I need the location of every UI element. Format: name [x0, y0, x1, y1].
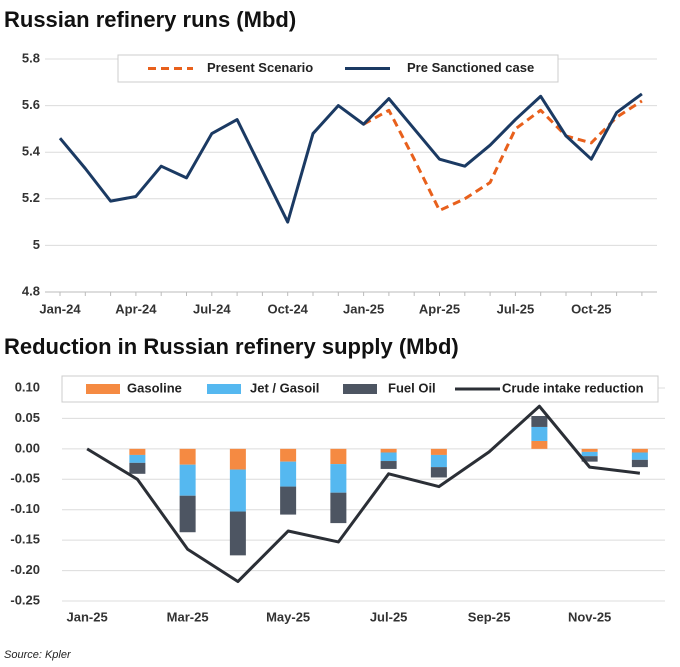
legend-label: Crude intake reduction — [502, 380, 644, 395]
x-tick-label: Sep-25 — [468, 609, 511, 624]
bar — [581, 448, 598, 452]
y-tick-label: 5.6 — [22, 97, 40, 112]
bar — [280, 461, 297, 487]
bar — [380, 448, 397, 453]
bar — [330, 492, 347, 524]
bar — [129, 448, 146, 455]
x-tick-label: Jul-25 — [497, 301, 535, 316]
bar — [531, 426, 548, 441]
bar — [531, 415, 548, 427]
source: Source: Kpler — [4, 649, 72, 661]
bar — [430, 467, 447, 478]
bar — [581, 456, 598, 462]
bar — [330, 464, 347, 493]
y-tick-label: -0.10 — [10, 501, 40, 516]
bar — [179, 448, 196, 465]
legend-label: Present Scenario — [207, 60, 313, 75]
bar — [280, 448, 297, 462]
y-tick-label: 0.10 — [15, 379, 40, 394]
bar — [280, 486, 297, 515]
bar — [330, 448, 347, 465]
bar — [581, 451, 598, 457]
x-tick-label: Oct-24 — [267, 301, 308, 316]
x-tick-label: Jul-25 — [370, 609, 408, 624]
bar — [430, 454, 447, 468]
chart-title: Russian refinery runs (Mbd) — [4, 7, 296, 32]
y-tick-label: 5.4 — [22, 144, 41, 159]
x-tick-label: Oct-25 — [571, 301, 611, 316]
x-tick-label: Jul-24 — [193, 301, 231, 316]
y-tick-label: -0.05 — [10, 471, 40, 486]
x-tick-label: Apr-25 — [419, 301, 460, 316]
line — [86, 404, 641, 584]
x-tick-label: Jan-25 — [343, 301, 384, 316]
line — [362, 99, 643, 212]
bar — [179, 495, 196, 533]
chart-title: Reduction in Russian refinery supply (Mb… — [4, 334, 459, 359]
legend-label: Fuel Oil — [388, 380, 436, 395]
bar — [631, 448, 648, 453]
x-tick-label: May-25 — [266, 609, 310, 624]
y-tick-label: 4.8 — [22, 283, 40, 298]
y-tick-label: 5.8 — [22, 50, 40, 65]
bar — [380, 452, 397, 462]
x-tick-label: Jan-25 — [67, 609, 108, 624]
bar — [129, 462, 146, 474]
line — [58, 92, 643, 224]
y-tick-label: 5 — [33, 237, 40, 252]
y-tick-label: -0.25 — [10, 592, 40, 607]
bar — [531, 440, 548, 449]
x-tick-label: Mar-25 — [167, 609, 209, 624]
y-tick-label: 0.00 — [15, 440, 40, 455]
x-tick-label: Apr-24 — [115, 301, 157, 316]
x-tick-label: Jan-24 — [39, 301, 81, 316]
bar — [631, 452, 648, 460]
legend-label: Jet / Gasoil — [250, 380, 319, 395]
legend-swatch — [343, 384, 377, 394]
y-tick-label: -0.15 — [10, 532, 40, 547]
bar — [229, 448, 246, 470]
legend-label: Gasoline — [127, 380, 182, 395]
y-tick-label: 0.05 — [15, 410, 40, 425]
bar — [229, 511, 246, 556]
y-tick-label: -0.20 — [10, 562, 40, 577]
bar — [179, 464, 196, 496]
x-tick-label: Nov-25 — [568, 609, 611, 624]
bar — [631, 459, 648, 468]
bar — [380, 461, 397, 469]
bar — [430, 448, 447, 455]
bar — [229, 469, 246, 512]
legend-swatch — [207, 384, 241, 394]
legend-swatch — [86, 384, 120, 394]
y-tick-label: 5.2 — [22, 190, 40, 205]
legend-label: Pre Sanctioned case — [407, 60, 534, 75]
bar — [129, 454, 146, 463]
